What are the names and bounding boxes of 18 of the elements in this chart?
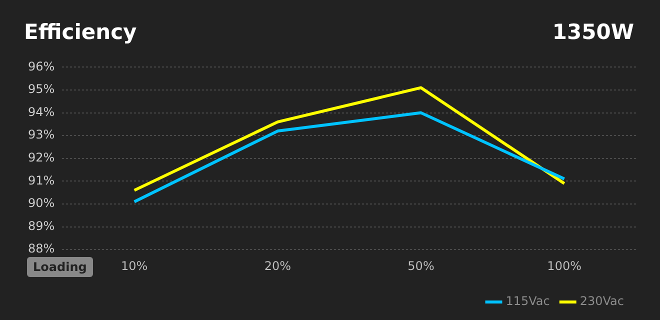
- y-tick-label: 92%: [28, 150, 55, 165]
- chart-subtitle: 1350W: [552, 20, 634, 44]
- y-tick-label: 95%: [28, 82, 55, 96]
- x-tick-label: 100%: [547, 258, 582, 273]
- chart-title: Efficiency: [24, 20, 137, 44]
- y-tick-label: 94%: [28, 104, 55, 119]
- x-tick-label: 20%: [264, 258, 292, 273]
- y-tick-label: 88%: [28, 242, 55, 256]
- x-tick-label: 50%: [408, 258, 434, 273]
- y-tick-label: 96%: [28, 59, 55, 74]
- legend-label: 115Vac: [506, 294, 550, 308]
- text: Loading: [27, 257, 93, 277]
- legend-label: 230Vac: [580, 294, 624, 308]
- y-tick-label: 89%: [28, 218, 55, 233]
- y-tick-label: 90%: [28, 196, 55, 210]
- x-tick-label: 10%: [121, 258, 148, 273]
- y-tick-label: 93%: [28, 128, 55, 142]
- y-tick-label: 91%: [28, 173, 55, 188]
